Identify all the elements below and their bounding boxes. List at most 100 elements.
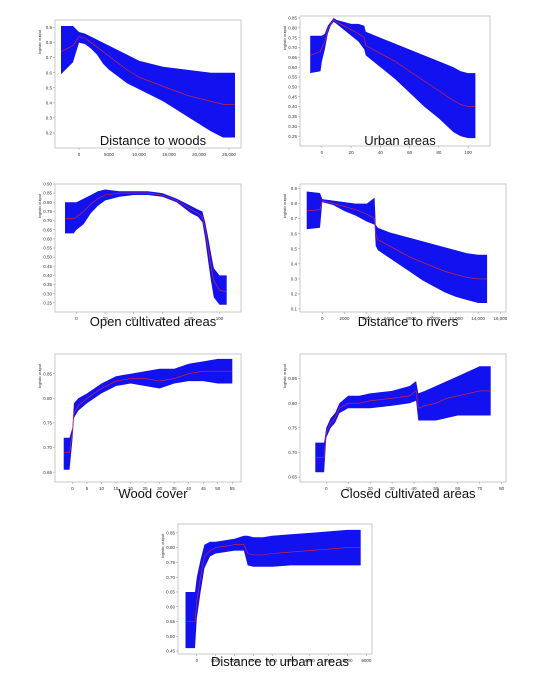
y-tick-label: 0.45 [288,94,297,99]
x-tick-label: 20 [103,316,109,321]
x-tick-label: 16,000 [494,316,508,321]
confidence-band [306,191,488,303]
mean-response-line [63,370,233,453]
x-tick-label: 20 [368,486,374,491]
chart-title: Closed cultivated areas [340,486,476,501]
y-axis-label: logistic output [282,363,287,388]
y-tick-label: 0.50 [166,634,175,639]
x-tick-label: 20 [128,486,134,491]
x-tick-label: 55 [230,486,236,491]
x-tick-label: 15 [114,486,120,491]
x-tick-label: 2000 [229,658,240,663]
x-tick-label: 8000 [406,316,417,321]
mean-response-line [306,200,488,280]
x-tick-label: 0 [325,486,328,491]
y-tick-label: 0.2 [46,131,53,136]
y-tick-label: 0.55 [288,75,297,80]
x-tick-label: 60 [160,316,166,321]
chart-title: Distance to urban areas [210,654,350,669]
x-tick-label: 5000 [104,152,115,157]
x-tick-label: 50 [215,486,221,491]
y-tick-label: 0.9 [291,186,298,191]
y-tick-label: 0.70 [288,450,297,455]
x-tick-label: 0 [75,316,78,321]
y-tick-label: 0.85 [166,530,175,535]
y-tick-label: 0.9 [46,25,53,30]
y-tick-label: 0.50 [43,255,52,260]
y-tick-label: 0.7 [46,55,53,60]
x-tick-label: 20 [349,150,355,155]
x-tick-label: 5 [86,486,89,491]
x-tick-label: 0 [196,658,199,663]
mean-response-line [60,36,235,105]
chart-panel: 0 10 20 30 40 50 60 70 80 0.65 0.70 0.75 0.80 0.85 log… [278,350,518,506]
y-tick-label: 0.90 [43,182,52,187]
y-tick-label: 0.35 [288,114,297,119]
mean-response-line [310,19,476,107]
y-tick-label: 0.55 [166,619,175,624]
x-tick-label: 10,000 [132,152,146,157]
x-tick-label: 30 [390,486,396,491]
x-tick-label: 80 [188,316,194,321]
x-tick-label: 9000 [361,658,372,663]
confidence-band [65,189,227,305]
chart-title: Distance to woods [99,133,207,148]
y-tick-label: 0.85 [288,376,297,381]
mean-response-line [185,544,361,622]
y-axis-label: logistic output [282,193,287,218]
x-tick-label: 2000 [340,316,351,321]
y-tick-label: 0.40 [288,104,297,109]
y-tick-label: 0.75 [43,209,52,214]
chart-panel: 0 1000 2000 3000 4000 5000 6000 7000 8000 9000 0.4… [156,520,384,674]
y-tick-label: 0.55 [43,246,52,251]
chart-title: Urban areas [364,133,436,148]
y-tick-label: 0.80 [43,396,52,401]
chart-panel: 0 5 10 15 20 25 30 35 40 45 50 55 0.65 0.70 0.75 0.80 0.… [33,350,253,506]
y-axis-label: logistic output [37,363,42,388]
confidence-band [315,366,491,473]
y-tick-label: 0.65 [288,475,297,480]
x-tick-label: 0 [71,486,74,491]
y-tick-label: 0.25 [288,134,297,139]
x-tick-label: 12,000 [449,316,463,321]
x-tick-label: 0 [78,152,81,157]
y-tick-label: 0.4 [291,261,298,266]
y-tick-label: 0.70 [43,218,52,223]
y-tick-label: 0.85 [43,191,52,196]
x-tick-label: 4000 [362,316,373,321]
x-tick-label: 40 [411,486,417,491]
chart-title: Wood cover [118,486,188,501]
y-tick-label: 0.25 [43,300,52,305]
x-tick-label: 30 [157,486,163,491]
chart-svg: 0 5000 10,000 15,000 20,000 25,000 0.2 0.3 0.4 0.… [37,19,242,157]
confidence-band [185,529,361,649]
y-tick-label: 0.30 [43,291,52,296]
y-tick-label: 0.6 [46,70,53,75]
y-tick-label: 0.65 [288,55,297,60]
x-tick-label: 10,000 [427,316,441,321]
y-tick-label: 0.70 [166,575,175,580]
y-tick-label: 0.50 [288,85,297,90]
y-tick-label: 0.65 [166,590,175,595]
y-tick-label: 0.5 [291,246,298,251]
x-tick-label: 35 [172,486,178,491]
chart-panel: 0 5000 10,000 15,000 20,000 25,000 0.2 0.3 0.4 0.… [33,16,253,157]
y-tick-label: 0.60 [166,604,175,609]
mean-response-line [65,192,227,293]
x-tick-label: 80 [436,150,442,155]
y-tick-label: 0.1 [291,307,298,312]
y-tick-label: 0.2 [291,292,298,297]
chart-panel: 0 20 40 60 80 100 0.25 0.30 0.35 0.40 0.45 0.50 0.55… [33,180,253,334]
chart-svg: 0 20 40 60 80 100 0.25 0.30 0.35 0.40 0.45 0.50 0.55… [37,182,242,321]
y-axis-label: logistic output [37,193,42,218]
y-tick-label: 0.5 [46,85,53,90]
x-tick-label: 14,000 [471,316,485,321]
x-tick-label: 100 [464,150,472,155]
y-tick-label: 0.6 [291,231,298,236]
x-tick-label: 10 [99,486,105,491]
chart-svg: 0 20 40 60 80 100 0.25 0.30 0.35 0.40 0.45 0.50 0.55… [282,16,491,155]
y-tick-label: 0.8 [46,40,53,45]
y-tick-label: 0.75 [288,425,297,430]
x-tick-label: 60 [455,486,461,491]
x-tick-label: 25,000 [222,152,236,157]
